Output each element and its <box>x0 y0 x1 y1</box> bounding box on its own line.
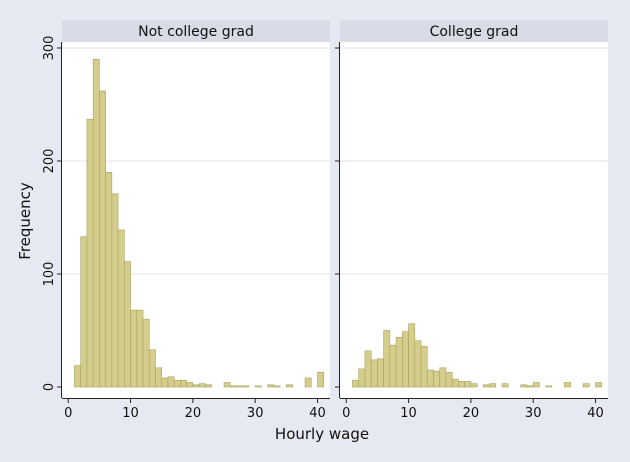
histogram-bar <box>358 368 366 388</box>
x-tick-label: 0 <box>64 406 72 421</box>
panel-title: College grad <box>430 24 519 40</box>
x-tick-label: 30 <box>525 406 542 421</box>
x-tick-label: 10 <box>400 406 417 421</box>
histogram-bar <box>74 365 81 388</box>
histogram-bar <box>155 367 163 388</box>
x-tick-label: 40 <box>309 406 326 421</box>
histogram-bar <box>124 261 131 388</box>
histogram-bar <box>426 369 434 388</box>
histogram-bar <box>136 309 144 388</box>
histogram-bar <box>92 58 100 388</box>
histogram-bar <box>180 379 187 388</box>
histogram-bar <box>439 367 447 388</box>
y-tick-label: 300 <box>42 36 57 61</box>
histogram-bar <box>317 372 325 388</box>
histogram-bar <box>408 323 416 388</box>
histogram-bar <box>383 330 391 388</box>
y-tick-label: 200 <box>42 149 57 174</box>
histogram-bar <box>254 385 262 388</box>
histogram-bar <box>377 358 384 388</box>
panel-header <box>62 20 330 42</box>
panel-1: Not college grad 0 10 20 30 40 0 100 200 300 <box>42 20 330 421</box>
histogram-bar <box>229 385 237 388</box>
x-axis-label: Hourly wage <box>275 425 369 443</box>
histogram-bar <box>111 193 119 388</box>
histogram-bar <box>483 384 490 388</box>
x-tick-label: 40 <box>587 406 604 421</box>
histogram-bar <box>286 384 293 388</box>
histogram-bar <box>198 383 206 388</box>
histogram-bar <box>86 118 94 388</box>
histogram-bar <box>161 377 169 388</box>
histogram-bar <box>192 384 200 388</box>
histogram-bar <box>242 385 250 388</box>
histogram-bar <box>520 384 528 388</box>
y-tick-label: 0 <box>42 383 57 391</box>
histogram-bar <box>148 349 156 388</box>
histogram-bar <box>414 340 422 388</box>
histogram-bar <box>364 350 372 388</box>
x-tick-label: 30 <box>247 406 264 421</box>
histogram-bar <box>545 385 553 388</box>
y-tick-label: 100 <box>42 262 57 287</box>
histogram-bar <box>458 381 465 388</box>
x-tick-label: 10 <box>122 406 139 421</box>
histogram-bar <box>167 376 175 388</box>
x-tick-label: 20 <box>185 406 202 421</box>
x-tick-label: 20 <box>463 406 480 421</box>
histogram-bar <box>501 383 509 388</box>
histogram-bar <box>526 385 534 388</box>
histogram-bar <box>395 336 403 388</box>
histogram-bar <box>433 370 441 388</box>
histogram-bar <box>489 383 497 388</box>
histogram-bar <box>304 377 312 388</box>
histogram-bar <box>470 383 478 388</box>
histogram-bar <box>451 378 459 388</box>
histogram-bar <box>236 385 244 388</box>
histogram-bar <box>117 229 125 388</box>
histogram-bar <box>402 331 409 388</box>
histogram-bar <box>223 382 231 388</box>
panel-title: Not college grad <box>138 24 254 40</box>
histogram-bar <box>582 383 590 388</box>
histogram-bar <box>564 382 571 388</box>
panel-header <box>340 20 608 42</box>
plot-background <box>340 42 608 398</box>
histogram-bar <box>389 344 397 388</box>
histogram-bar <box>352 379 359 388</box>
histogram-bar <box>420 346 428 388</box>
histogram-bar <box>105 172 113 388</box>
histogram-bar <box>267 384 275 388</box>
histogram-bar <box>173 379 181 388</box>
x-tick-label: 0 <box>342 406 350 421</box>
histogram-bar <box>186 382 194 388</box>
histogram-bar <box>532 382 540 388</box>
histogram-bar <box>80 236 88 388</box>
panel-2: College grad 0 10 20 30 40 <box>335 20 608 421</box>
histogram-bar <box>142 318 150 388</box>
y-axis-label: Frequency <box>16 182 34 260</box>
histogram-bar <box>445 372 453 388</box>
histogram-bar <box>370 359 378 388</box>
histogram-bar <box>464 381 472 388</box>
histogram-bar <box>130 309 138 388</box>
histogram-bar <box>595 382 603 388</box>
histogram-bar <box>99 90 106 388</box>
histogram-bar <box>205 384 212 388</box>
histogram-bar <box>273 385 281 388</box>
